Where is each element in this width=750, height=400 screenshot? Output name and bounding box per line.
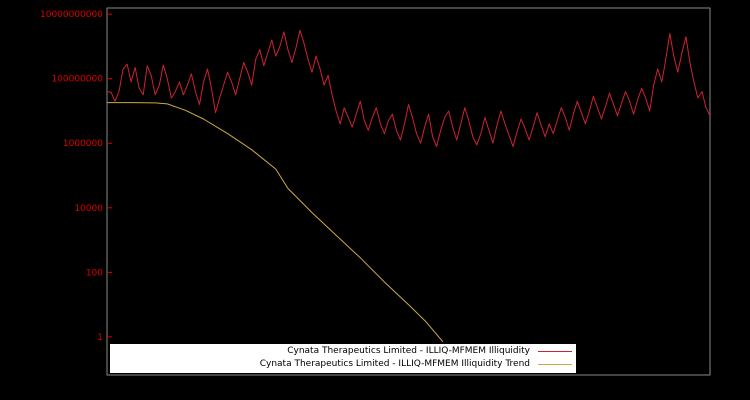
y-axis-tick-label: 100000000 — [51, 75, 103, 85]
y-axis-tick-label: 10000 — [74, 204, 103, 214]
legend-label-illiquidity: Cynata Therapeutics Limited - ILLIQ-MFME… — [287, 346, 530, 356]
legend-label-trend: Cynata Therapeutics Limited - ILLIQ-MFME… — [259, 359, 530, 369]
y-axis-tick-label: 1000000 — [63, 139, 103, 149]
y-axis-tick-label: 1 — [97, 333, 103, 343]
y-axis-tick-label: 100 — [86, 268, 103, 278]
legend-row-illiquidity: Cynata Therapeutics Limited - ILLIQ-MFME… — [114, 345, 572, 358]
y-axis-tick-label: 10000000000 — [40, 10, 103, 20]
legend-row-trend: Cynata Therapeutics Limited - ILLIQ-MFME… — [114, 358, 572, 371]
illiquidity-trend-line — [107, 102, 444, 343]
illiquidity-series-line — [106, 29, 711, 147]
legend-line-sample-illiquidity — [538, 351, 572, 352]
chart-legend: Cynata Therapeutics Limited - ILLIQ-MFME… — [110, 344, 576, 373]
legend-line-sample-trend — [538, 364, 572, 365]
